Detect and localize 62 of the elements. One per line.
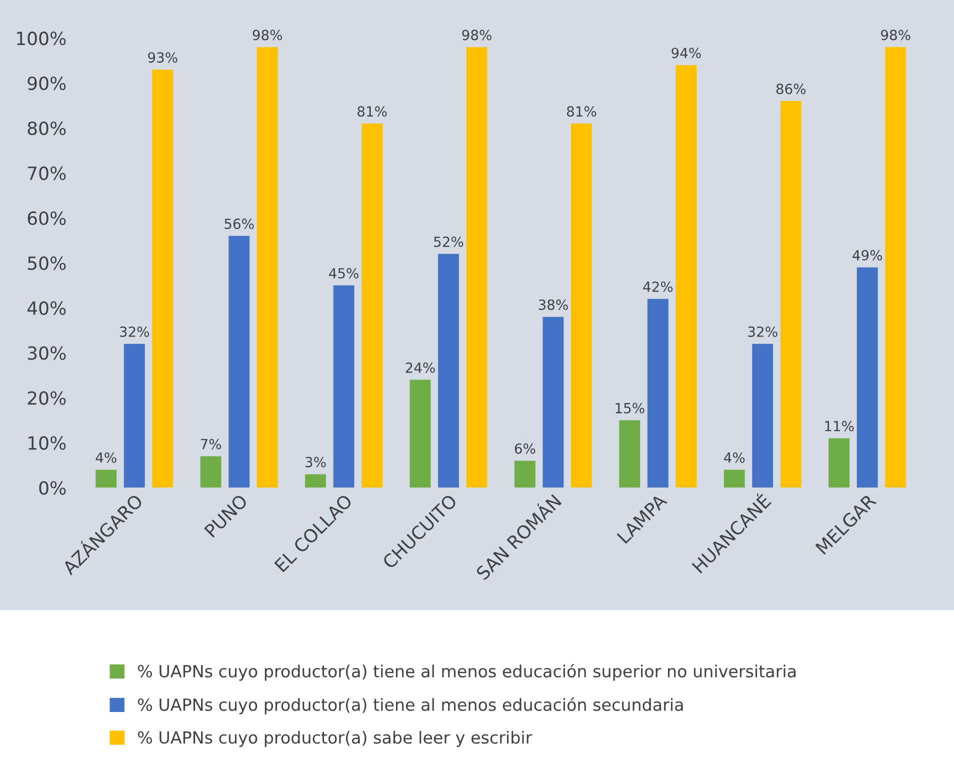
legend-label: % UAPNs cuyo productor(a) tiene al menos educación secundaria	[138, 697, 683, 714]
data-label: 4%	[724, 452, 745, 463]
data-label: 86%	[776, 84, 806, 94]
bar	[228, 236, 250, 488]
y-tick-label: 60%	[28, 211, 66, 226]
bar	[256, 47, 278, 488]
y-tick-label: 20%	[28, 391, 66, 405]
bar	[305, 474, 326, 488]
data-label: 45%	[329, 268, 358, 279]
bar	[333, 285, 354, 488]
bar	[200, 456, 222, 488]
y-tick-label: 50%	[28, 256, 66, 270]
y-tick-label: 30%	[28, 346, 66, 360]
y-tick-label: 10%	[28, 436, 66, 450]
data-label: 98%	[252, 30, 282, 40]
data-label: 98%	[881, 30, 910, 40]
bar	[828, 438, 850, 488]
y-tick-label: 0%	[39, 481, 66, 495]
data-label: 52%	[434, 236, 464, 248]
data-label: 56%	[224, 218, 254, 230]
data-label: 98%	[462, 30, 492, 40]
data-label: 81%	[566, 106, 596, 117]
data-label: 49%	[852, 250, 882, 261]
data-label: 24%	[406, 362, 435, 373]
data-label: 93%	[148, 52, 178, 63]
bar	[124, 344, 145, 488]
bar	[856, 267, 878, 488]
y-tick-label: 80%	[28, 121, 66, 136]
bar	[571, 124, 592, 488]
data-label: 81%	[358, 106, 387, 117]
legend-label: % UAPNs cuyo productor(a) sabe leer y escribir	[138, 730, 532, 747]
data-label: 94%	[672, 48, 701, 58]
y-tick-label: 100%	[17, 32, 66, 46]
bar	[96, 470, 117, 488]
data-label: 42%	[643, 281, 673, 292]
bar	[466, 47, 488, 488]
data-label: 38%	[538, 299, 568, 310]
bar	[438, 254, 459, 488]
y-tick-label: 40%	[27, 301, 66, 315]
bar	[676, 65, 697, 488]
bar	[647, 298, 668, 488]
data-label: 32%	[120, 326, 150, 337]
data-label: 3%	[306, 456, 326, 468]
data-label: 6%	[514, 443, 536, 454]
data-label: 4%	[96, 452, 116, 463]
legend-label: % UAPNs cuyo productor(a) tiene al menos educación superior no universitaria	[138, 664, 796, 681]
bar	[885, 47, 906, 488]
bar	[410, 380, 431, 488]
data-label: 32%	[748, 326, 778, 337]
data-label: 7%	[200, 438, 222, 450]
bar	[752, 344, 774, 488]
y-tick-label: 70%	[28, 166, 66, 180]
data-label: 15%	[616, 402, 644, 414]
bar	[780, 101, 802, 488]
y-tick-label: 90%	[28, 76, 66, 90]
bar	[619, 420, 640, 488]
bar	[724, 470, 745, 488]
bar	[362, 124, 383, 488]
data-label: 11%	[825, 420, 854, 432]
bar	[152, 70, 174, 488]
bar	[542, 316, 564, 488]
bar	[514, 460, 536, 488]
